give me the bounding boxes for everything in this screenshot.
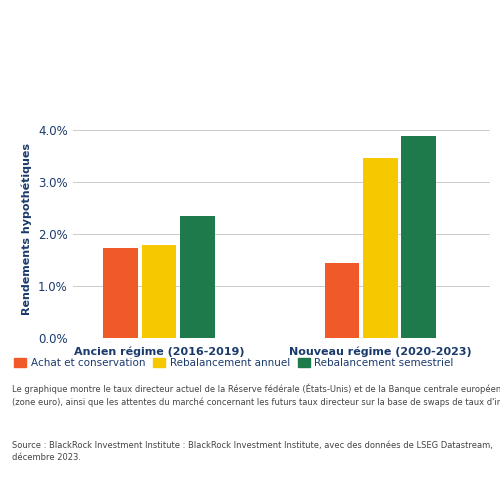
Bar <box>104 249 138 338</box>
Bar <box>142 245 176 338</box>
Bar <box>363 158 398 338</box>
Y-axis label: Rendements hypothétiques: Rendements hypothétiques <box>22 143 32 315</box>
Legend: Achat et conservation, Rebalancement annuel, Rebalancement semestriel: Achat et conservation, Rebalancement ann… <box>10 354 458 372</box>
Bar <box>324 263 359 338</box>
Text: Impact hypothétique du rebalancement  des portefeuilles sur les rendements des a: Impact hypothétique du rebalancement des… <box>12 42 460 66</box>
Bar <box>180 216 215 338</box>
Text: Source : BlackRock Investment Institute : BlackRock Investment Institute, avec d: Source : BlackRock Investment Institute … <box>12 441 494 462</box>
Bar <box>402 137 436 338</box>
Text: Le graphique montre le taux directeur actuel de la Réserve fédérale (États-Unis): Le graphique montre le taux directeur ac… <box>12 383 500 407</box>
Text: Plus de dynamisme: Plus de dynamisme <box>12 12 164 27</box>
